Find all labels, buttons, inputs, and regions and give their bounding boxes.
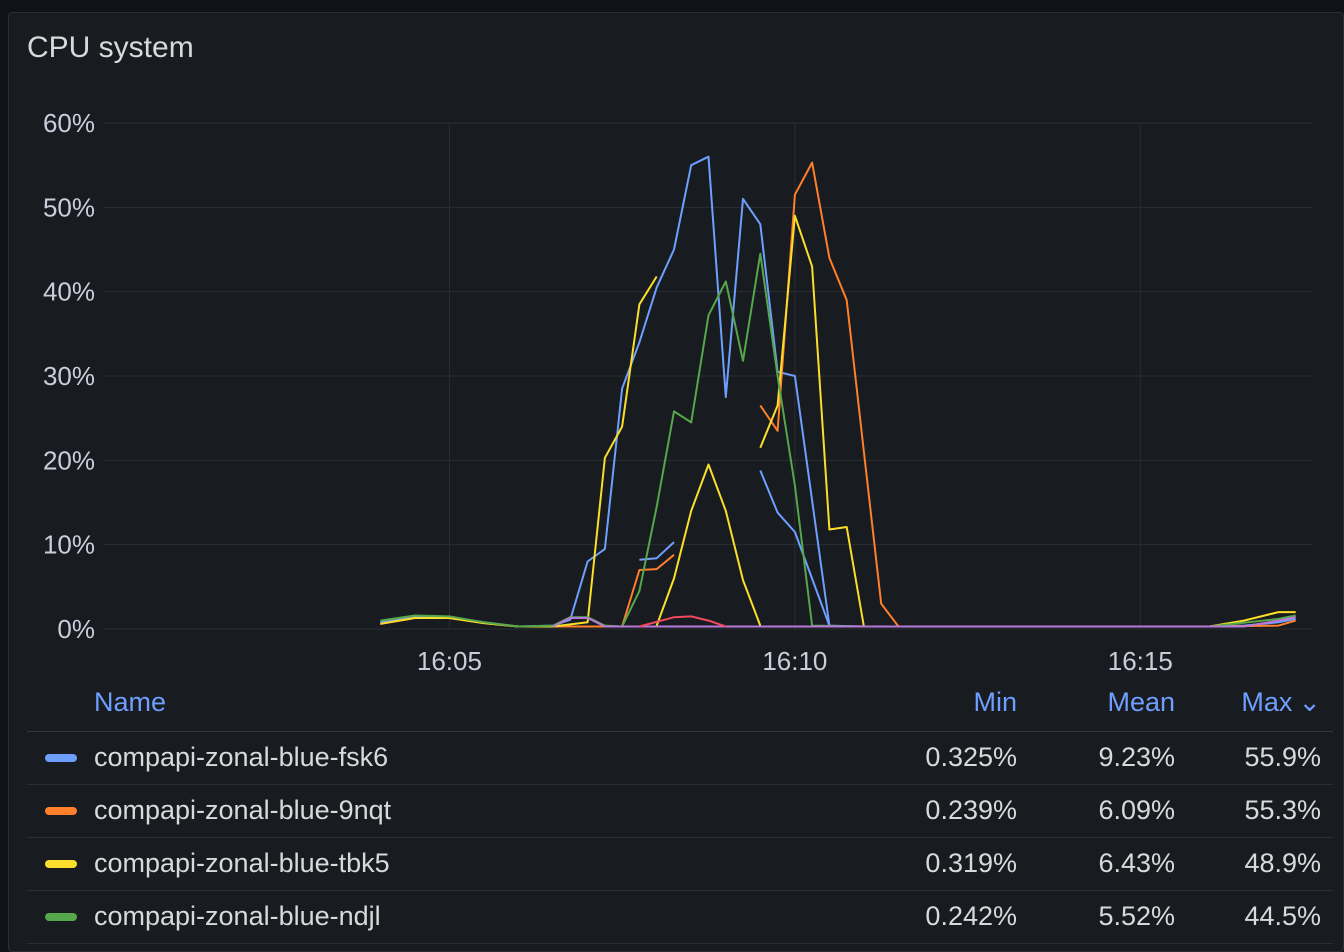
- series-line: [552, 616, 1296, 628]
- series-color-swatch[interactable]: [45, 754, 77, 762]
- legend-min-value: 0.325%: [925, 742, 1017, 772]
- series-color-swatch[interactable]: [45, 913, 77, 921]
- series-line: [655, 463, 762, 626]
- x-tick-label: 16:15: [1108, 646, 1173, 676]
- cpu-system-chart: 0% 10% 20% 30% 40% 50% 60% 16:05 16:10 16:15: [43, 108, 1313, 676]
- legend-max-value: 44.5%: [1244, 901, 1321, 931]
- y-tick-label: 10%: [43, 530, 95, 560]
- legend-max-value: 48.9%: [1244, 848, 1321, 878]
- legend-header-max[interactable]: Max ⌄: [1241, 687, 1321, 718]
- legend-header: Name Min Mean Max ⌄: [27, 685, 1333, 732]
- legend-table: Name Min Mean Max ⌄ compapi-zonal-blue-fs…: [27, 685, 1333, 944]
- legend-min-value: 0.319%: [925, 848, 1017, 878]
- series-line: [759, 161, 1296, 628]
- series-line: [639, 615, 727, 628]
- y-tick-label: 50%: [43, 192, 95, 222]
- legend-min-value: 0.239%: [925, 795, 1017, 825]
- legend-series-name[interactable]: compapi-zonal-blue-ndjl: [94, 901, 381, 931]
- legend-row[interactable]: compapi-zonal-blue-tbk5 0.319% 6.43% 48.9%: [27, 838, 1333, 891]
- x-tick-label: 16:10: [762, 646, 827, 676]
- cpu-system-panel: CPU system 0% 10% 20% 30% 40% 50% 60% 16:05 16:1…: [8, 12, 1344, 952]
- y-tick-label: 40%: [43, 277, 95, 307]
- legend-header-mean[interactable]: Mean: [1107, 687, 1175, 717]
- legend-header-min[interactable]: Min: [973, 687, 1017, 717]
- legend-series-name[interactable]: compapi-zonal-blue-9nqt: [94, 795, 392, 825]
- legend-series-name[interactable]: compapi-zonal-blue-fsk6: [94, 742, 389, 772]
- chevron-down-icon: ⌄: [1298, 687, 1321, 717]
- x-tick-label: 16:05: [417, 646, 482, 676]
- y-tick-label: 60%: [43, 108, 95, 138]
- y-tick-label: 30%: [43, 361, 95, 391]
- series-line: [759, 470, 831, 626]
- series-line: [759, 214, 1296, 628]
- series-color-swatch[interactable]: [45, 807, 77, 815]
- legend-min-value: 0.242%: [925, 901, 1017, 931]
- legend-max-value: 55.9%: [1244, 742, 1321, 772]
- legend-mean-value: 6.43%: [1098, 848, 1175, 878]
- legend-header-name[interactable]: Name: [94, 687, 167, 717]
- legend-row[interactable]: compapi-zonal-blue-9nqt 0.239% 6.09% 55.3%: [27, 785, 1333, 838]
- legend-row[interactable]: compapi-zonal-blue-ndjl 0.242% 5.52% 44.5%: [27, 891, 1333, 944]
- series-line: [380, 155, 1296, 628]
- y-tick-label: 20%: [43, 445, 95, 475]
- y-tick-label: 0%: [57, 614, 95, 644]
- legend-mean-value: 6.09%: [1098, 795, 1175, 825]
- series-color-swatch[interactable]: [45, 860, 77, 868]
- series-line: [380, 252, 1296, 628]
- legend-mean-value: 5.52%: [1098, 901, 1175, 931]
- legend-series-name[interactable]: compapi-zonal-blue-tbk5: [94, 848, 390, 878]
- legend-mean-value: 9.23%: [1098, 742, 1175, 772]
- panel-title: CPU system: [27, 31, 194, 64]
- legend-max-value: 55.3%: [1244, 795, 1321, 825]
- legend-row[interactable]: compapi-zonal-blue-fsk6 0.325% 9.23% 55.9%: [27, 732, 1333, 785]
- legend-header-max-label: Max: [1241, 687, 1293, 717]
